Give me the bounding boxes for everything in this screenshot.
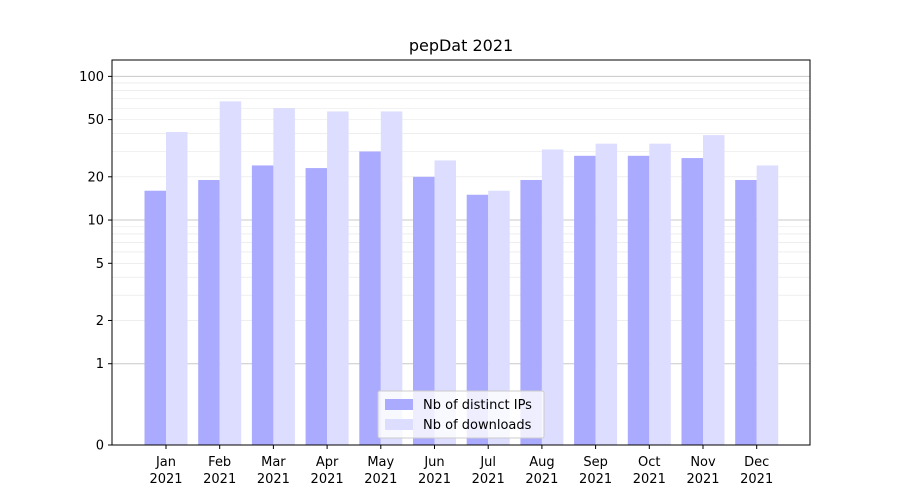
x-tick-label-year: 2021 (472, 472, 505, 487)
bar-ips (735, 179, 757, 445)
bar-downloads (756, 165, 779, 445)
y-tick-label: 2 (96, 314, 104, 329)
x-tick-label-month: Nov (690, 455, 716, 470)
x-tick-label-month: Feb (208, 455, 231, 470)
bar-ips (198, 179, 220, 445)
bars-layer (144, 101, 779, 446)
bar-downloads (219, 101, 242, 445)
x-tick-label-month: Sep (583, 455, 608, 470)
x-tick-label-month: Jun (423, 455, 444, 470)
legend: Nb of distinct IPs Nb of downloads (377, 390, 545, 439)
x-tick-label-year: 2021 (203, 472, 236, 487)
bar-ips (305, 168, 328, 446)
x-tick-label-month: Mar (261, 455, 286, 470)
legend-label-downloads: Nb of downloads (423, 418, 532, 433)
x-tick-label-year: 2021 (311, 472, 344, 487)
y-tick-label: 0 (96, 439, 104, 454)
ticks-layer: 0 1 2 5 10 20 50 100 Jan 2021 Feb 2021 Mar 2021 Apr 202… (79, 70, 773, 487)
y-tick-label: 50 (87, 113, 104, 128)
bar-downloads (380, 111, 403, 446)
bar-downloads (595, 143, 618, 445)
bar-ips (413, 176, 435, 445)
bar-ips (466, 194, 489, 445)
y-tick-label: 100 (79, 70, 104, 85)
x-tick-label-year: 2021 (418, 472, 451, 487)
bar-ips (359, 151, 381, 445)
x-tick-label-year: 2021 (633, 472, 666, 487)
bar-downloads (703, 135, 725, 446)
bar-ips (574, 155, 596, 446)
bar-downloads (434, 160, 456, 445)
plot-frame (111, 59, 811, 446)
bar-downloads (273, 108, 295, 445)
y-tick-label: 5 (96, 257, 104, 272)
bar-downloads (166, 132, 188, 445)
x-tick-label-month: Oct (638, 455, 660, 470)
legend-swatch-downloads (385, 419, 413, 430)
bar-ips (681, 158, 703, 445)
bar-ips (144, 190, 166, 445)
legend-swatch-ips (385, 399, 413, 410)
legend-box (377, 390, 545, 439)
bar-ips (251, 165, 274, 445)
x-tick-label-year: 2021 (364, 472, 397, 487)
x-tick-label-month: Aug (529, 455, 554, 470)
y-tick-label: 1 (96, 357, 104, 372)
bar-downloads (649, 143, 671, 445)
x-tick-label-month: Jan (155, 455, 176, 470)
bar-downloads (327, 111, 349, 446)
x-tick-label-year: 2021 (579, 472, 612, 487)
bar-ips (627, 155, 650, 446)
chart-title: pepDat 2021 (409, 36, 513, 55)
bar-downloads (488, 190, 510, 445)
x-tick-label-month: May (367, 455, 394, 470)
x-tick-label-year: 2021 (525, 472, 558, 487)
x-tick-label-year: 2021 (149, 472, 182, 487)
bar-ips (520, 179, 542, 445)
x-tick-label-year: 2021 (257, 472, 290, 487)
x-tick-label-month: Apr (316, 455, 339, 470)
x-tick-label-month: Jul (479, 455, 496, 470)
x-tick-label-year: 2021 (740, 472, 773, 487)
bar-downloads (541, 149, 564, 445)
y-tick-label: 10 (87, 214, 104, 229)
y-tick-label: 20 (87, 170, 104, 185)
legend-label-ips: Nb of distinct IPs (423, 398, 532, 413)
x-tick-label-month: Dec (744, 455, 769, 470)
x-tick-label-year: 2021 (686, 472, 719, 487)
